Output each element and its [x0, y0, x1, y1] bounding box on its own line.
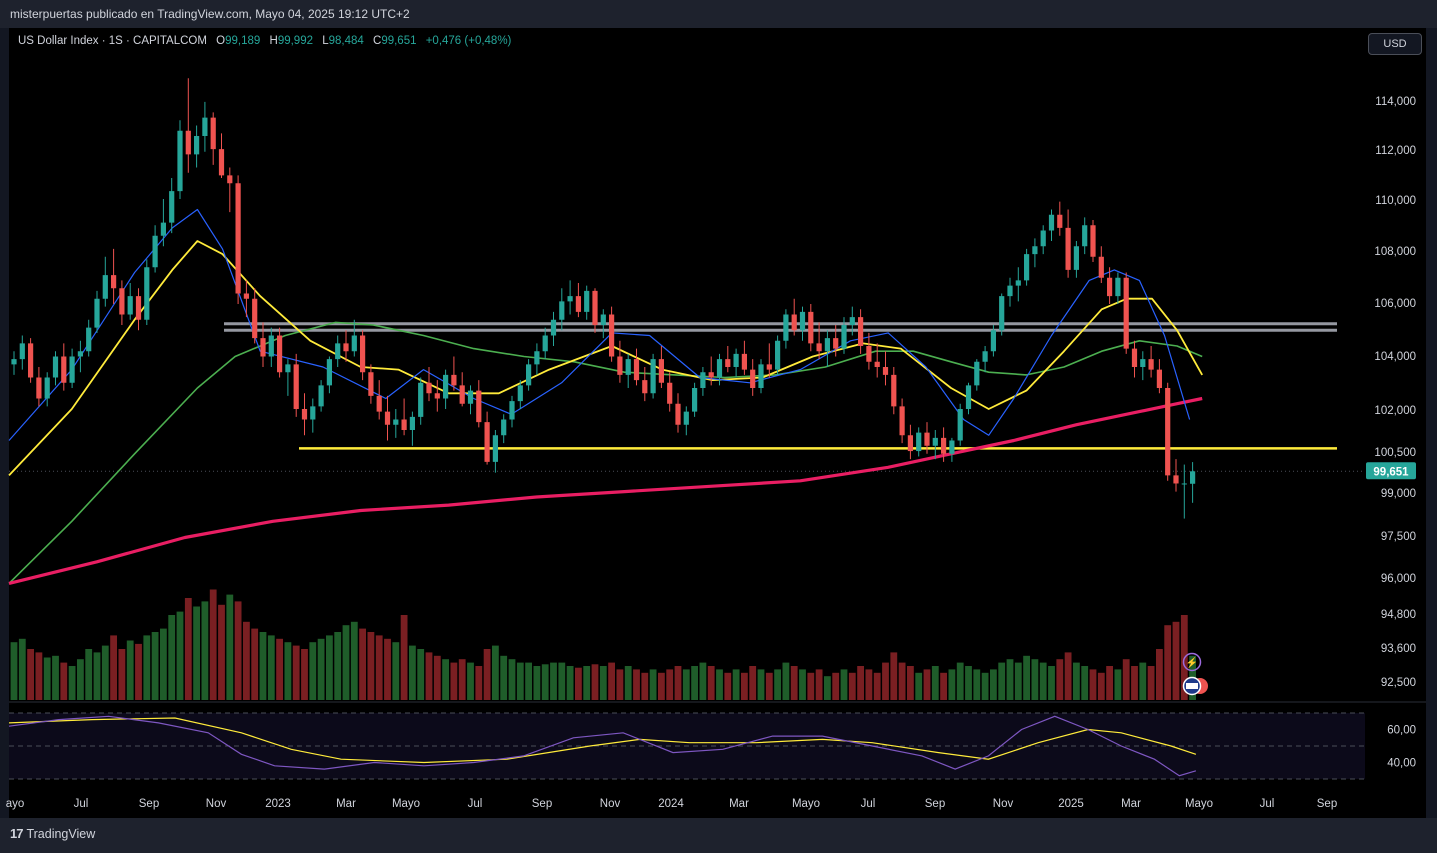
open-label: O — [216, 35, 226, 47]
open-value: 99,189 — [225, 35, 261, 47]
symbol-legend[interactable]: US Dollar Index · 1S · CAPITALCOM O99,18… — [18, 35, 511, 47]
currency-button[interactable]: USD — [1368, 33, 1422, 55]
publication-info: misterpuertas publicado en TradingView.c… — [10, 7, 410, 21]
footer-bar — [0, 818, 1437, 853]
brand-name: TradingView — [26, 826, 96, 841]
low-value: 98,484 — [328, 35, 364, 47]
change-value: +0,476 (+0,48%) — [425, 35, 512, 47]
publication-bar: misterpuertas publicado en TradingView.c… — [0, 0, 1437, 28]
chart-frame[interactable] — [9, 28, 1426, 818]
tv-logo-icon: 17 — [10, 826, 24, 841]
close-value: 99,651 — [381, 35, 417, 47]
close-label: C — [373, 35, 382, 47]
high-value: 99,992 — [277, 35, 313, 47]
high-label: H — [269, 35, 278, 47]
symbol-name: US Dollar Index · 1S · CAPITALCOM — [18, 35, 207, 47]
tradingview-logo[interactable]: 17 TradingView — [10, 826, 95, 841]
low-label: L — [322, 35, 329, 47]
